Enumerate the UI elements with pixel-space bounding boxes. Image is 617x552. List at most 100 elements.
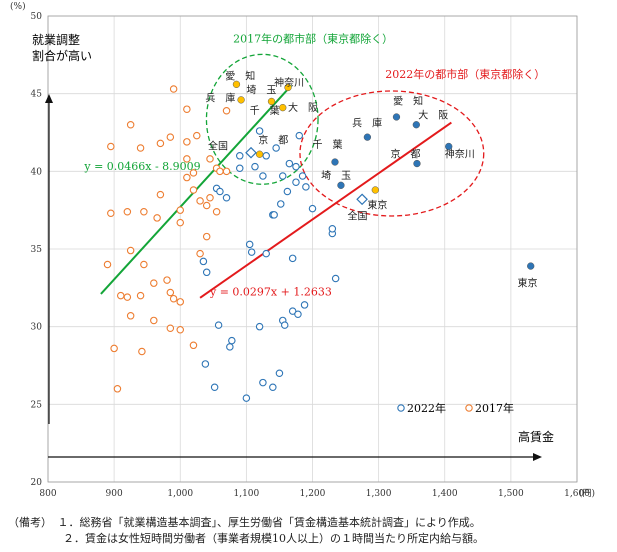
annotation-label: 全国	[348, 209, 368, 222]
data-point	[277, 200, 285, 208]
data-point	[236, 152, 244, 160]
data-point	[163, 276, 171, 284]
annotation-label: 埼 玉	[246, 84, 276, 97]
data-point	[308, 204, 317, 213]
annotation-label: 大 阪	[288, 101, 318, 114]
data-point	[183, 105, 191, 113]
data-point	[247, 248, 256, 256]
y-arrow-label: 就業調整	[32, 32, 80, 47]
data-point	[412, 121, 420, 129]
y-unit-label: (%)	[10, 1, 26, 12]
data-point	[140, 260, 148, 269]
data-points	[103, 80, 535, 402]
y-tick-label: 30	[31, 323, 43, 333]
data-point	[183, 155, 191, 163]
data-point	[300, 301, 309, 309]
data-point	[212, 207, 221, 216]
data-point	[255, 150, 264, 158]
y-tick-label: 50	[31, 12, 43, 22]
data-point	[189, 169, 198, 177]
note-line-2: ２．賃金は女性短時間労働者（事業者規模10人以上）の１時間当たり所定内給与額。	[8, 532, 484, 545]
data-point	[206, 193, 214, 202]
y-arrow-label: 割合が高い	[32, 48, 92, 63]
data-point	[123, 207, 132, 216]
data-point	[136, 144, 145, 152]
data-point	[255, 322, 264, 331]
data-point	[123, 293, 132, 301]
annotation-label: 神奈川	[445, 147, 475, 160]
data-point	[356, 193, 368, 206]
note-line-1: （備考） １．総務省「就業構造基本調査」、厚生労働省「賃金構造基本統計調査」によ…	[8, 516, 481, 529]
data-point	[176, 326, 185, 334]
annotation-label: 全国	[208, 140, 228, 153]
data-point	[176, 206, 185, 214]
legend-label: 2017年	[475, 401, 514, 415]
urban-ellipses	[205, 53, 485, 217]
data-point	[199, 257, 208, 266]
data-point	[156, 139, 165, 148]
annotation-label: 愛 知	[393, 95, 423, 108]
data-point	[295, 131, 304, 140]
plot-frame	[47, 15, 578, 483]
y-arrow-head	[45, 94, 53, 103]
data-point	[193, 131, 201, 140]
x-tick-label: 1,100	[233, 489, 259, 499]
data-point	[202, 201, 211, 210]
scatter-chart: 800 900 1,000 1,100 1,200 1,300 1,400 1,500 1,60…	[10, 1, 595, 499]
x-tick-label: 800	[39, 489, 56, 499]
data-point	[214, 321, 223, 329]
data-point	[183, 173, 191, 182]
data-point	[237, 96, 245, 104]
x-unit-label: (円)	[579, 488, 595, 499]
annotations: 2017年の都市部（東京都除く）2022年の都市部（東京都除く）愛 知神奈川兵 …	[205, 31, 545, 289]
data-point	[284, 83, 292, 92]
trendline	[199, 121, 452, 299]
annotation-label: 千 葉	[313, 138, 343, 151]
data-point	[283, 187, 292, 196]
data-point	[222, 167, 231, 176]
data-point	[236, 164, 244, 172]
data-point	[232, 80, 241, 88]
legend-marker	[465, 404, 473, 412]
data-point	[189, 341, 198, 350]
urban-ellipse	[299, 90, 485, 217]
data-point	[285, 159, 294, 168]
data-point	[216, 187, 224, 196]
data-point	[331, 274, 340, 283]
annotation-label: 2017年の都市部（東京都除く）	[233, 31, 393, 45]
x-tick-label: 1,300	[366, 489, 392, 499]
data-point	[270, 211, 278, 219]
data-point	[216, 167, 224, 176]
data-point	[206, 155, 214, 163]
data-point	[202, 268, 211, 277]
data-point	[136, 291, 145, 300]
data-point	[302, 183, 310, 191]
x-tick-label: 1,600	[564, 489, 590, 499]
data-point	[298, 172, 307, 180]
data-point	[445, 142, 453, 151]
y-tick-label: 40	[31, 167, 43, 177]
data-point	[269, 383, 277, 391]
data-point	[166, 133, 175, 141]
data-point	[196, 197, 204, 205]
data-point	[272, 144, 280, 152]
annotation-label: 2022年の都市部（東京都除く）	[385, 67, 545, 81]
data-point	[413, 159, 421, 168]
urban-ellipse	[205, 53, 319, 185]
data-point	[126, 246, 135, 255]
trendline-label: y = 0.0466x - 8.9009	[83, 160, 200, 173]
data-point	[201, 360, 210, 368]
y-tick-label: 20	[31, 478, 43, 488]
data-point	[110, 344, 118, 353]
annotation-label: 兵 庫	[205, 91, 235, 104]
data-point	[140, 207, 148, 216]
data-point	[259, 172, 267, 180]
data-point	[113, 385, 122, 393]
data-point	[262, 249, 270, 258]
data-point	[275, 369, 284, 378]
gridlines	[47, 15, 578, 483]
legend-label: 2022年	[407, 401, 446, 415]
annotation-label: 神奈川	[274, 76, 304, 89]
y-tick-label: 45	[31, 90, 43, 100]
data-point	[242, 394, 251, 402]
